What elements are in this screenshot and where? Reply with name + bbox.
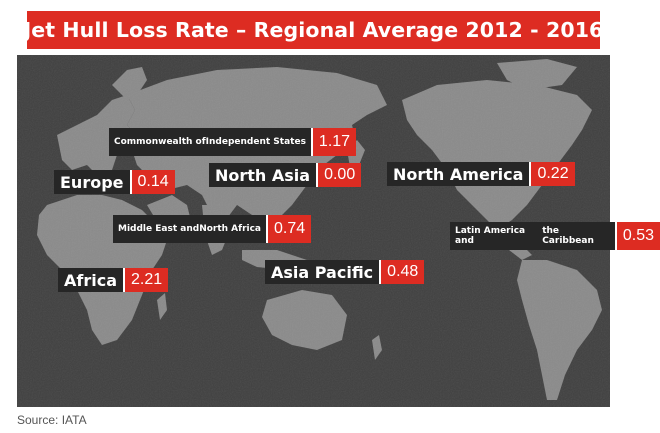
region-value-asia-pacific: 0.48 <box>381 260 425 284</box>
region-value-africa: 2.21 <box>125 268 169 292</box>
label-separator <box>614 222 617 250</box>
region-name-north-asia: North Asia <box>209 163 317 187</box>
region-value-mena: 0.74 <box>268 215 312 243</box>
region-name-europe: Europe <box>54 170 130 194</box>
region-value-cis: 1.17 <box>312 128 357 156</box>
label-separator <box>129 170 132 194</box>
region-label-north-america: North America 0.22 <box>387 162 575 186</box>
region-label-asia-pacific: Asia Pacific 0.48 <box>265 260 425 284</box>
region-name-cis: Commonwealth of Independent States <box>109 128 311 156</box>
region-label-africa: Africa 2.21 <box>58 268 169 292</box>
label-separator <box>123 268 125 292</box>
label-separator <box>379 260 382 284</box>
region-name-latin-america: Latin America and the Caribbean <box>450 222 615 250</box>
label-separator <box>316 163 319 187</box>
map-title: Jet Hull Loss Rate – Regional Average 20… <box>23 18 604 42</box>
region-name-line1: Commonwealth of <box>114 137 206 147</box>
region-name-line2: Independent States <box>205 137 306 147</box>
region-label-europe: Europe 0.14 <box>54 170 175 194</box>
region-name-north-america: North America <box>387 162 530 186</box>
region-name-line2: the Caribbean <box>542 226 594 246</box>
region-label-latin-america: Latin America and the Caribbean 0.53 <box>450 222 660 250</box>
region-label-cis: Commonwealth of Independent States 1.17 <box>109 128 357 156</box>
region-label-mena: Middle East and North Africa 0.74 <box>113 215 312 243</box>
title-bar: Jet Hull Loss Rate – Regional Average 20… <box>24 11 603 49</box>
region-name-africa: Africa <box>58 268 123 292</box>
region-name-asia-pacific: Asia Pacific <box>265 260 380 284</box>
region-name-line2: North Africa <box>199 224 261 234</box>
region-value-latin-america: 0.53 <box>616 222 660 250</box>
label-separator <box>310 128 313 156</box>
region-name-line1: Latin America and <box>455 226 526 246</box>
region-name-mena: Middle East and North Africa <box>113 215 266 243</box>
region-name-line1: Middle East and <box>118 224 200 234</box>
label-separator <box>529 162 532 186</box>
region-value-north-america: 0.22 <box>531 162 575 186</box>
region-value-europe: 0.14 <box>131 170 175 194</box>
region-value-north-asia: 0.00 <box>318 163 362 187</box>
region-label-north-asia: North Asia 0.00 <box>209 163 362 187</box>
source-credit: Source: IATA <box>17 413 87 427</box>
label-separator <box>266 215 268 243</box>
